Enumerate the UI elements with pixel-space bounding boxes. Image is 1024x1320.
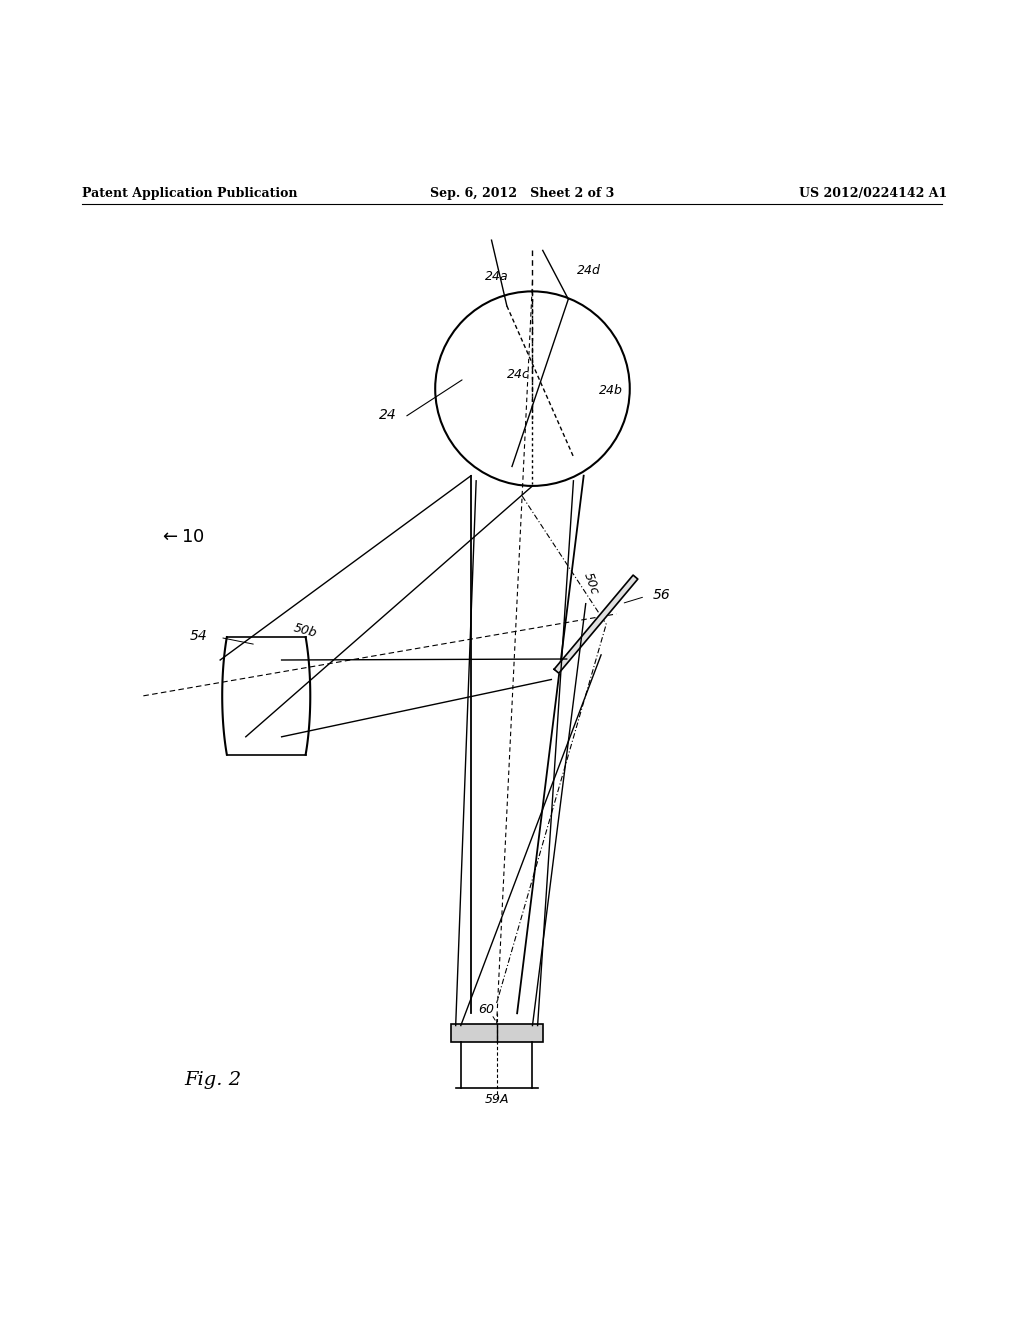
Text: Sep. 6, 2012   Sheet 2 of 3: Sep. 6, 2012 Sheet 2 of 3 <box>430 187 614 199</box>
Text: 59A: 59A <box>484 1093 509 1106</box>
Text: 56: 56 <box>652 587 670 602</box>
Text: 50c: 50c <box>581 570 601 597</box>
Bar <box>451 1023 543 1041</box>
Text: Patent Application Publication: Patent Application Publication <box>82 187 297 199</box>
Text: 24c: 24c <box>507 368 529 381</box>
Text: $\leftarrow$10: $\leftarrow$10 <box>159 528 205 546</box>
Polygon shape <box>554 576 638 673</box>
Text: 54: 54 <box>189 628 207 643</box>
Text: 60: 60 <box>478 1003 495 1016</box>
Text: 50b: 50b <box>292 622 318 640</box>
Text: 24d: 24d <box>577 264 601 277</box>
Text: Fig. 2: Fig. 2 <box>184 1071 242 1089</box>
Text: 24: 24 <box>379 408 396 422</box>
Text: US 2012/0224142 A1: US 2012/0224142 A1 <box>799 187 947 199</box>
Text: 24a: 24a <box>484 271 509 284</box>
Text: 24b: 24b <box>599 384 623 397</box>
